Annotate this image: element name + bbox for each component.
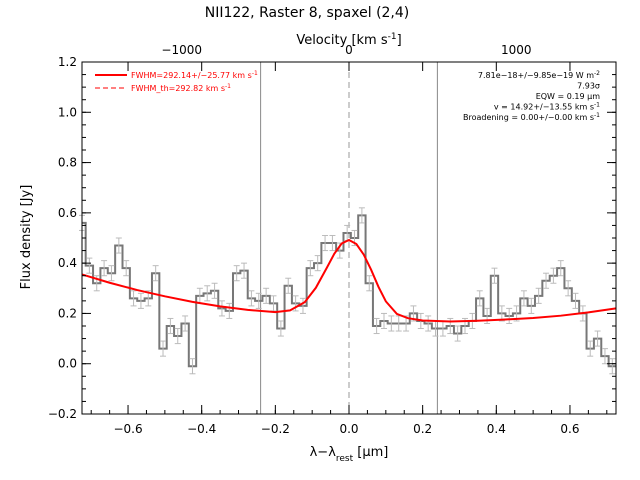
x-tick-label: 0.6	[560, 422, 579, 436]
fit-curve	[81, 238, 617, 323]
legend-label: FWHM=292.14+/−25.77 km s-1	[131, 70, 258, 81]
y-tick-label: −0.2	[48, 407, 77, 421]
annotation-line: 7.81e−18+/−9.85e−19 W m-2	[478, 70, 600, 81]
x-tick-label: 0.4	[487, 422, 506, 436]
x-tick-label: 0.0	[339, 422, 358, 436]
x-tick-label: 0.2	[413, 422, 432, 436]
top-tick-label: 0	[345, 43, 353, 57]
x-tick-label: −0.2	[261, 422, 290, 436]
y-tick-label: 1.2	[58, 55, 77, 69]
x-tick-label: −0.4	[187, 422, 216, 436]
y-tick-label: 0.6	[58, 206, 77, 220]
reference-lines	[260, 62, 438, 414]
data-layer	[79, 207, 617, 375]
annotation-line: EQW = 0.19 μm	[536, 92, 600, 101]
legend-label: FWHM_th=292.82 km s-1	[131, 83, 231, 94]
y-tick-label: 0.4	[58, 256, 77, 270]
legend: FWHM=292.14+/−25.77 km s-1 FWHM_th=292.82…	[95, 70, 258, 94]
y-tick-label: 0.8	[58, 156, 77, 170]
x-tick-label: −0.6	[113, 422, 142, 436]
x-axis-label: λ−λrest [μm]	[310, 445, 389, 464]
annotation-line: 7.93σ	[577, 82, 600, 91]
annotation-line: Broadening = 0.00+/−0.00 km s-1	[463, 112, 600, 123]
axes: −0.6 −0.4 −0.2 0.0 0.2 0.4 0.6 −1000 0 1000 −0.2 0.…	[48, 43, 617, 436]
top-axis-label: Velocity [km s-1]	[296, 32, 401, 48]
chart-title: NII122, Raster 8, spaxel (2,4)	[205, 5, 410, 21]
top-tick-label: 1000	[501, 43, 532, 57]
y-axis-label: Flux density [Jy]	[19, 185, 34, 290]
y-tick-label: 0.2	[58, 306, 77, 320]
top-tick-label: −1000	[161, 43, 202, 57]
annotation-line: v = 14.92+/−13.55 km s-1	[494, 101, 600, 112]
y-tick-label: 0.0	[58, 357, 77, 371]
y-tick-label: 1.0	[58, 105, 77, 119]
